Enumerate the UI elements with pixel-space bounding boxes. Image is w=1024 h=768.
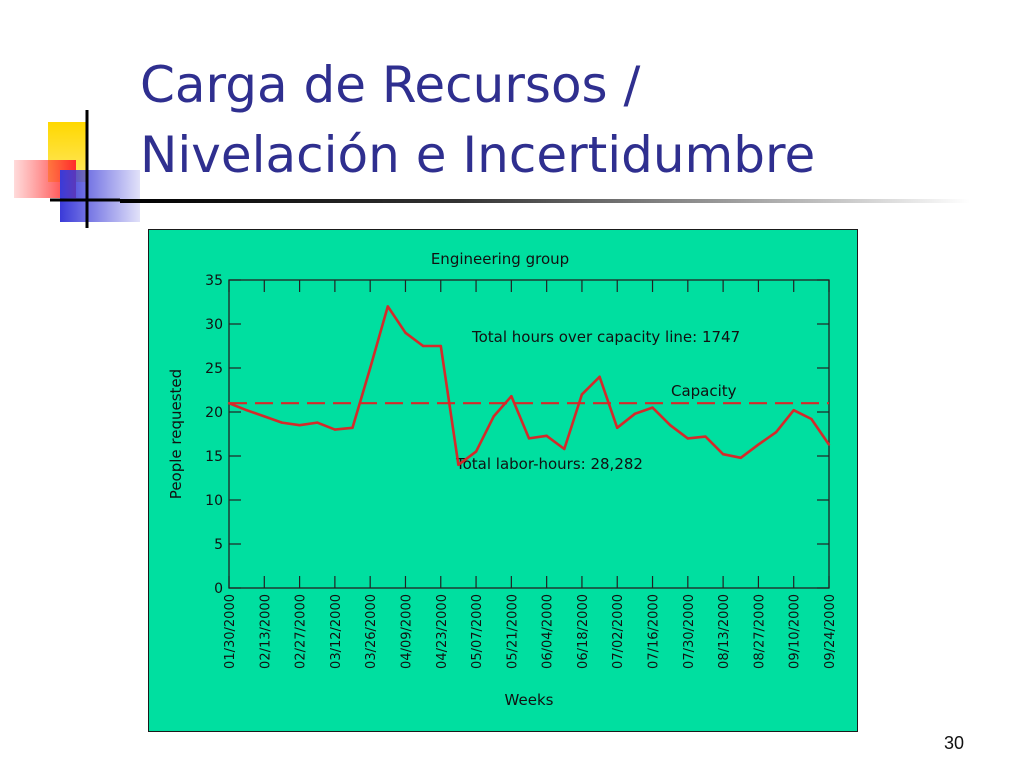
- data-point: [774, 431, 778, 434]
- y-tick-label: 35: [205, 273, 223, 289]
- data-point: [827, 443, 831, 446]
- data-point: [598, 375, 601, 378]
- y-tick-label: 5: [214, 537, 223, 553]
- y-tick-label: 15: [205, 449, 223, 465]
- slide-title: Carga de Recursos / Nivelación e Incerti…: [140, 50, 815, 190]
- plot-area: [228, 279, 830, 589]
- x-tick-label: 07/30/2000: [682, 594, 697, 669]
- data-point: [580, 393, 584, 396]
- decorative-logo-squares: [14, 110, 140, 228]
- x-tick-label: 03/26/2000: [364, 594, 379, 669]
- y-tick-label: 0: [214, 581, 223, 597]
- chart-xlabel: Weeks: [505, 691, 554, 709]
- capacity-label: Capacity: [671, 382, 737, 400]
- data-point: [527, 437, 531, 440]
- data-point: [563, 447, 566, 451]
- x-tick-label: 01/30/2000: [223, 594, 238, 669]
- x-tick-label: 07/16/2000: [647, 594, 662, 669]
- data-point: [368, 366, 372, 370]
- x-tick-label: 02/13/2000: [258, 594, 273, 669]
- data-point: [668, 424, 672, 427]
- x-tick-label: 09/10/2000: [788, 594, 803, 669]
- x-tick-label: 04/23/2000: [435, 594, 450, 669]
- data-point: [721, 453, 725, 456]
- data-point: [474, 450, 478, 453]
- x-tick-label: 06/18/2000: [576, 594, 591, 669]
- x-tick-label: 03/12/2000: [329, 594, 344, 669]
- data-point: [686, 437, 690, 440]
- x-tick-label: 08/27/2000: [752, 594, 767, 669]
- data-point: [333, 428, 337, 431]
- y-tick-label: 10: [205, 493, 223, 509]
- data-point: [280, 421, 284, 424]
- annotation-total-labor-hours: Total labor-hours: 28,282: [455, 455, 643, 473]
- page-number: 30: [943, 733, 964, 753]
- y-tick-label: 30: [205, 317, 223, 333]
- logo-blue-square: [60, 170, 140, 222]
- chart-ylabel: People requested: [167, 369, 185, 499]
- chart-title: Engineering group: [431, 250, 569, 268]
- chart-svg: Engineering group People requested Weeks…: [167, 250, 838, 709]
- data-point: [263, 415, 266, 418]
- x-tick-label: 04/09/2000: [399, 594, 414, 669]
- title-divider: [120, 199, 970, 203]
- x-tick-label: 08/13/2000: [717, 594, 732, 669]
- data-point: [492, 415, 495, 418]
- data-point: [351, 426, 354, 430]
- data-point: [316, 421, 319, 424]
- annotation-over-capacity: Total hours over capacity line: 1747: [471, 328, 740, 346]
- x-tick-label: 09/24/2000: [823, 594, 838, 669]
- x-tick-label: 05/21/2000: [505, 594, 520, 669]
- y-tick-label: 20: [205, 405, 223, 421]
- data-point: [457, 463, 460, 466]
- data-point: [404, 331, 407, 334]
- data-point: [298, 424, 301, 427]
- data-point: [792, 409, 795, 412]
- data-point: [633, 412, 637, 415]
- data-point: [421, 344, 425, 348]
- data-point: [386, 305, 390, 308]
- x-tick-label: 05/07/2000: [470, 594, 485, 669]
- data-point: [616, 426, 619, 430]
- slide-title-line-2: Nivelación e Incertidumbre: [140, 126, 816, 184]
- data-point: [245, 409, 248, 412]
- data-point: [810, 417, 813, 421]
- x-tick-label: 06/04/2000: [541, 594, 556, 669]
- data-point: [227, 402, 231, 405]
- data-point: [439, 344, 442, 348]
- slide-title-line-1: Carga de Recursos /: [140, 56, 641, 114]
- data-point: [757, 443, 760, 446]
- y-tick-label: 25: [205, 361, 223, 377]
- x-tick-label: 02/27/2000: [294, 594, 309, 669]
- data-point: [704, 435, 707, 438]
- data-point: [510, 394, 513, 398]
- x-tick-label: 07/02/2000: [611, 594, 626, 669]
- data-point: [651, 406, 654, 409]
- chart-frame: Engineering group People requested Weeks…: [148, 229, 858, 732]
- data-point: [545, 434, 548, 437]
- data-point: [739, 456, 742, 459]
